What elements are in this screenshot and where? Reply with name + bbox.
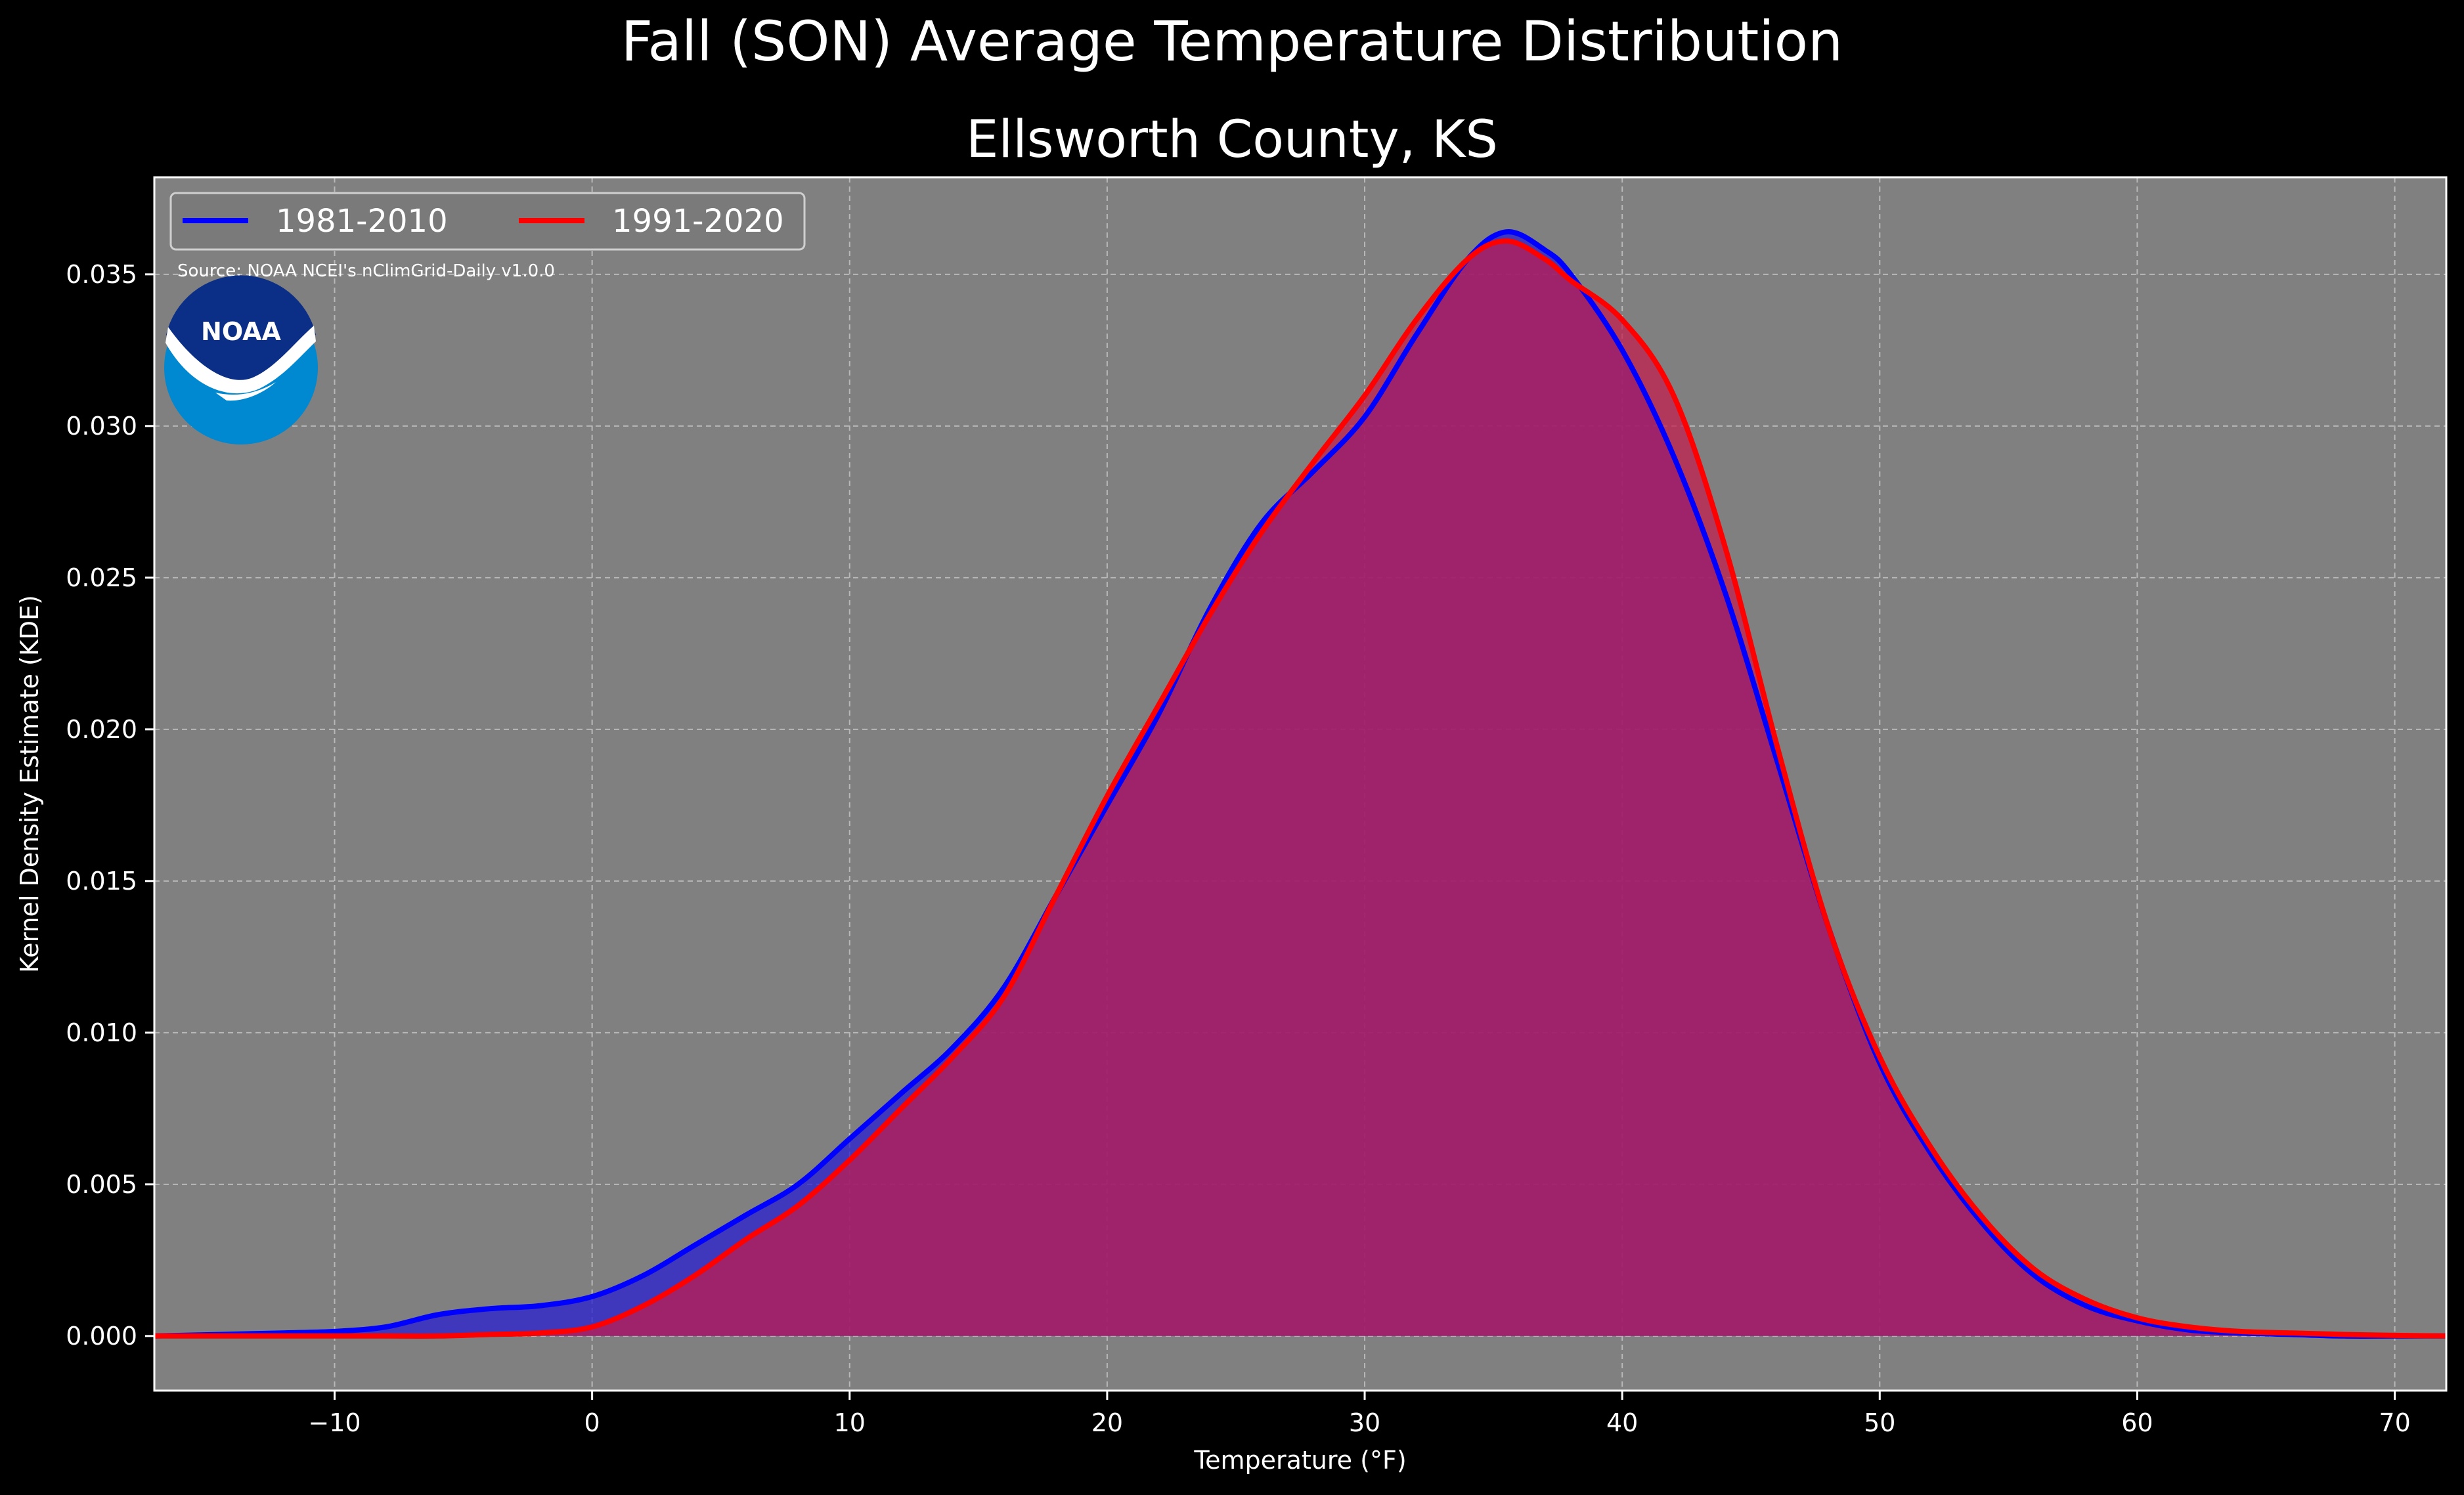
y-tick-label: 0.000	[66, 1322, 137, 1351]
y-tick-label: 0.015	[66, 867, 137, 896]
y-axis-ticks: 0.000 0.005 0.010 0.015 0.020 0.025 0.030 0.035	[66, 260, 154, 1351]
legend-label-1981-2010: 1981-2010	[276, 203, 448, 240]
noaa-logo: NOAA	[164, 275, 318, 444]
x-tick-label: 10	[834, 1408, 866, 1437]
chart-title: Ellsworth County, KS	[966, 110, 1498, 169]
x-axis-ticks: −10 0 10 20 30 40 50 60 70	[308, 1391, 2411, 1437]
legend-label-1991-2020: 1991-2020	[612, 203, 784, 240]
y-tick-label: 0.010	[66, 1018, 137, 1047]
y-tick-label: 0.030	[66, 412, 137, 441]
y-tick-label: 0.020	[66, 715, 137, 744]
y-axis-label: Kernel Density Estimate (KDE)	[15, 595, 44, 973]
noaa-logo-text: NOAA	[201, 317, 281, 346]
legend: 1981-2010 1991-2020	[169, 192, 806, 251]
series-line-1981-2010	[154, 229, 2446, 1339]
x-tick-label: 50	[1864, 1408, 1895, 1437]
chart-suptitle: Fall (SON) Average Temperature Distribut…	[621, 9, 1843, 74]
x-tick-label: 70	[2379, 1408, 2410, 1437]
y-tick-label: 0.005	[66, 1170, 137, 1199]
x-tick-label: 30	[1349, 1408, 1380, 1437]
x-tick-label: 20	[1091, 1408, 1123, 1437]
y-tick-label: 0.035	[66, 260, 137, 289]
area-fill-1991-2020	[154, 241, 2446, 1336]
x-axis-label: Temperature (°F)	[1193, 1446, 1406, 1475]
y-tick-label: 0.025	[66, 563, 137, 592]
x-tick-label: −10	[308, 1408, 361, 1437]
density-lines	[154, 229, 2446, 1339]
x-tick-label: 60	[2121, 1408, 2153, 1437]
x-tick-label: 0	[584, 1408, 600, 1437]
density-fills	[154, 231, 2446, 1336]
legend-box	[169, 192, 806, 251]
plot-frame	[153, 176, 2448, 1392]
x-tick-label: 40	[1606, 1408, 1638, 1437]
series-line-1991-2020	[154, 238, 2446, 1339]
